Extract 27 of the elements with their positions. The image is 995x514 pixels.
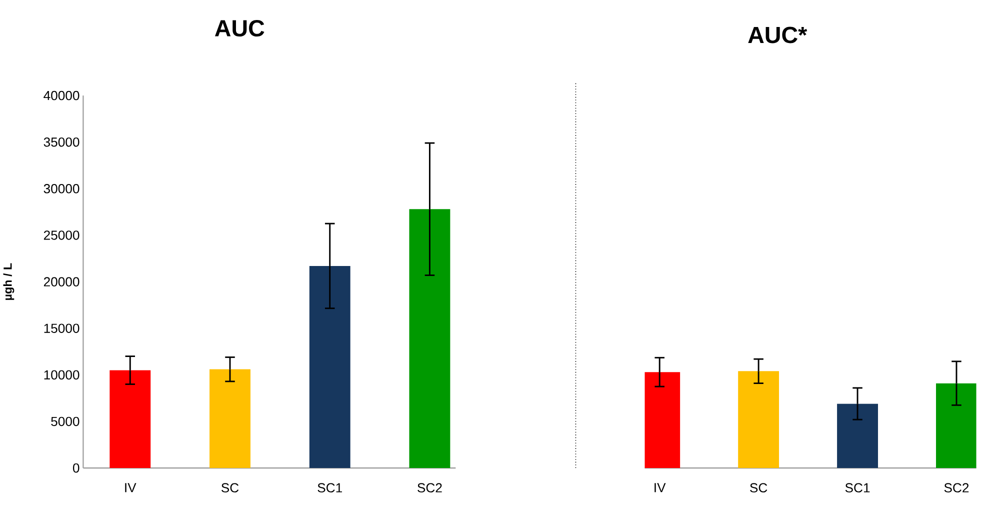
- bar: [837, 404, 878, 468]
- chart-title: AUC*: [748, 26, 808, 44]
- bar: [409, 209, 450, 468]
- x-tick-label: SC1: [318, 483, 342, 493]
- bar: [110, 370, 151, 468]
- y-tick-label: 0: [72, 463, 80, 473]
- x-tick-label: SC1: [845, 483, 870, 493]
- x-tick-label: IV: [125, 483, 136, 492]
- x-tick-label: IV: [654, 483, 666, 492]
- y-tick-label: 40000: [44, 90, 80, 100]
- y-tick-label: 20000: [44, 277, 80, 286]
- y-tick-label: 15000: [44, 324, 80, 334]
- x-tick-label: SC2: [944, 483, 969, 493]
- y-tick-label: 30000: [44, 184, 80, 194]
- x-tick-label: SC2: [418, 483, 442, 493]
- y-axis-title: µgh / L: [3, 263, 14, 300]
- y-tick-label: 25000: [44, 230, 80, 240]
- bar: [738, 371, 780, 468]
- y-tick-label: 5000: [51, 416, 80, 426]
- bar: [309, 266, 350, 468]
- y-tick-label: 35000: [44, 138, 80, 147]
- chart-title: AUC: [214, 20, 264, 37]
- bar: [936, 383, 976, 468]
- x-tick-label: SC: [221, 483, 239, 493]
- x-tick-label: SC: [750, 483, 768, 493]
- bar: [210, 369, 250, 468]
- y-tick-label: 10000: [44, 370, 80, 380]
